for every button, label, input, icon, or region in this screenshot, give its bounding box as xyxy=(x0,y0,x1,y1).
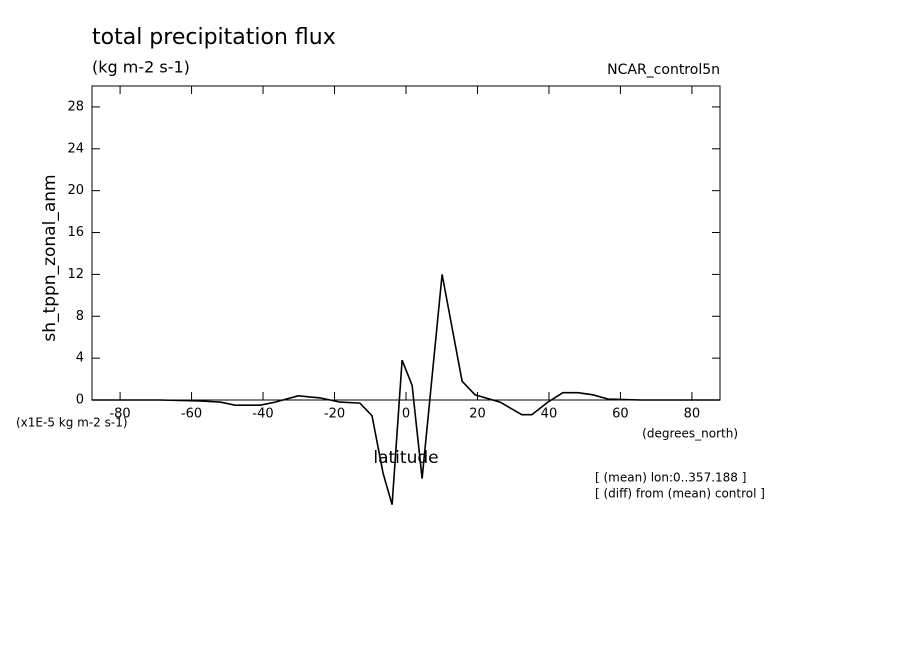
y-axis-label: sh_tppn_zonal_anm xyxy=(40,174,60,341)
x-tick-label: 60 xyxy=(612,407,629,422)
y-tick-label: 28 xyxy=(67,99,84,114)
y-tick-label: 16 xyxy=(67,225,84,240)
x-tick-label: -40 xyxy=(252,407,273,422)
y-tick-label: 24 xyxy=(67,141,84,156)
dataset-label: NCAR_control5n xyxy=(607,62,720,78)
x-units: (degrees_north) xyxy=(642,427,738,441)
x-tick-label: 40 xyxy=(541,407,558,422)
y-tick-label: 8 xyxy=(76,309,84,324)
y-units: (x1E-5 kg m-2 s-1) xyxy=(16,416,128,430)
chart-subtitle: (kg m-2 s-1) xyxy=(92,58,190,77)
chart-title: total precipitation flux xyxy=(92,25,336,50)
x-axis-label: latitude xyxy=(373,448,438,468)
y-tick-label: 12 xyxy=(67,267,84,282)
x-tick-label: -20 xyxy=(324,407,345,422)
y-tick-label: 4 xyxy=(76,351,84,366)
data-line xyxy=(92,274,720,505)
x-tick-label: 20 xyxy=(469,407,486,422)
x-tick-label: 0 xyxy=(402,407,410,422)
annotation: [ (mean) lon:0..357.188 ] xyxy=(595,471,746,485)
x-tick-label: -80 xyxy=(109,407,130,422)
x-tick-label: -60 xyxy=(181,407,202,422)
y-tick-label: 20 xyxy=(67,183,84,198)
y-tick-label: 0 xyxy=(76,393,84,408)
x-tick-label: 80 xyxy=(684,407,701,422)
annotation: [ (diff) from (mean) control ] xyxy=(595,487,765,501)
